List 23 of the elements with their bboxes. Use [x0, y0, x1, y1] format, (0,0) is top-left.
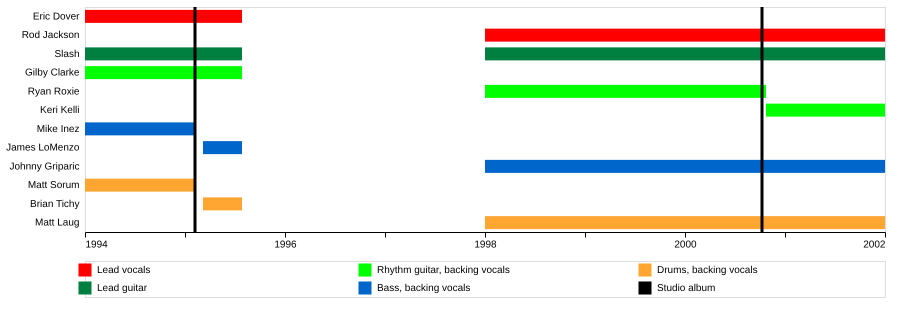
- legend-label: Studio album: [657, 283, 716, 294]
- y-tick-label: Slash: [54, 48, 80, 60]
- y-tick-label: Matt Sorum: [28, 180, 80, 192]
- y-tick-label: Eric Dover: [32, 11, 80, 22]
- x-tick-label: 1996: [274, 240, 298, 250]
- y-tick-label: Gilby Clarke: [25, 68, 80, 79]
- x-tick-label: 1998: [474, 240, 498, 250]
- y-tick-label: Brian Tichy: [30, 198, 80, 210]
- y-tick-label: Keri Kelli: [40, 105, 80, 116]
- y-tick-label: Mike Inez: [36, 124, 80, 135]
- y-tick-label: Ryan Roxie: [28, 86, 80, 98]
- y-tick-label: James LoMenzo: [6, 142, 80, 154]
- y-tick-label: Rod Jackson: [22, 30, 80, 42]
- legend-label: Drums, backing vocals: [657, 265, 758, 276]
- y-tick-label: Matt Laug: [35, 218, 80, 229]
- legend-label: Lead vocals: [97, 265, 150, 276]
- legend-label: Rhythm guitar, backing vocals: [377, 265, 510, 276]
- y-tick-label: Johnny Griparic: [9, 161, 80, 172]
- legend-label: Lead guitar: [97, 283, 148, 294]
- x-tick-label: 1994: [86, 240, 108, 250]
- legend-label: Bass, backing vocals: [377, 283, 470, 294]
- x-tick-label: 2002: [863, 240, 886, 250]
- x-tick-label: 2000: [674, 240, 698, 250]
